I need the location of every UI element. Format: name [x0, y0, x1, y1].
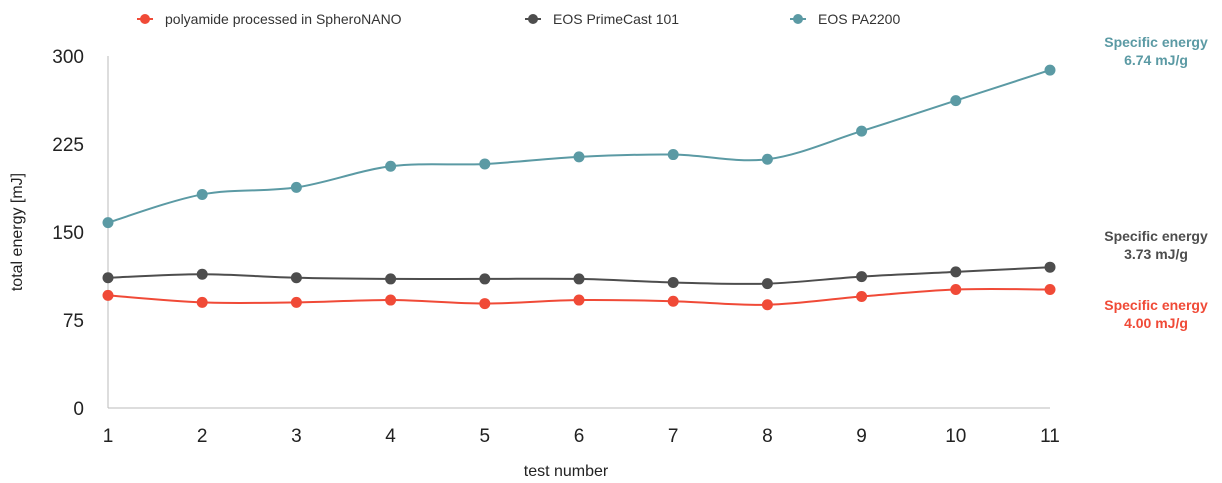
annotation-label: Specific energy — [1104, 228, 1208, 244]
annotation-value: 6.74 mJ/g — [1124, 52, 1188, 68]
data-point — [196, 188, 208, 200]
data-point — [479, 298, 491, 310]
x-axis-title: test number — [524, 463, 609, 480]
data-point — [1044, 261, 1056, 273]
data-point — [950, 266, 962, 278]
specific-energy-annotation: Specific energy 4.00 mJ/g — [1104, 297, 1208, 331]
legend-label: polyamide processed in SpheroNANO — [165, 11, 402, 27]
data-point — [290, 296, 302, 308]
data-point — [950, 95, 962, 107]
data-point — [573, 151, 585, 163]
data-point — [1044, 64, 1056, 76]
data-point — [667, 295, 679, 307]
data-point — [1044, 283, 1056, 295]
legend-item: EOS PrimeCast 101 — [525, 11, 679, 27]
data-point — [290, 272, 302, 284]
annotations: Specific energy 6.74 mJ/g Specific energy 3… — [1104, 34, 1208, 331]
series-eos-pa2200 — [102, 64, 1056, 229]
legend-label: EOS PA2200 — [818, 11, 900, 27]
x-tick-label: 3 — [291, 426, 302, 447]
y-tick-labels: 0 75 150 225 300 — [52, 47, 84, 420]
data-point — [573, 294, 585, 306]
data-point — [479, 158, 491, 170]
data-point — [761, 153, 773, 165]
data-point — [761, 278, 773, 290]
data-point — [667, 149, 679, 161]
annotation-label: Specific energy — [1104, 34, 1208, 50]
x-tick-label: 7 — [668, 426, 679, 447]
x-tick-label: 4 — [385, 426, 396, 447]
x-tick-label: 1 — [103, 426, 114, 447]
x-tick-label: 11 — [1040, 426, 1060, 447]
specific-energy-annotation: Specific energy 6.74 mJ/g — [1104, 34, 1208, 68]
legend-swatch-marker — [528, 14, 538, 24]
series-group — [102, 64, 1056, 311]
x-tick-label: 8 — [762, 426, 773, 447]
y-tick-label: 150 — [52, 223, 84, 244]
x-tick-label: 5 — [480, 426, 491, 447]
series-polyamide-processed-in-spheronano — [102, 283, 1056, 311]
y-tick-label: 0 — [73, 399, 84, 420]
x-tick-label: 2 — [197, 426, 208, 447]
legend-swatch-marker — [140, 14, 150, 24]
data-point — [385, 294, 397, 306]
legend: polyamide processed in SpheroNANO EOS Pri… — [137, 11, 900, 27]
annotation-value: 4.00 mJ/g — [1124, 315, 1188, 331]
legend-item: EOS PA2200 — [790, 11, 900, 27]
x-tick-label: 10 — [945, 426, 966, 447]
series-line — [107, 69, 1051, 224]
data-point — [385, 160, 397, 172]
data-point — [950, 283, 962, 295]
legend-label: EOS PrimeCast 101 — [553, 11, 679, 27]
data-point — [385, 273, 397, 285]
y-tick-label: 75 — [63, 311, 84, 332]
x-tick-labels: 1 2 3 4 5 6 7 8 9 10 11 — [103, 426, 1060, 447]
annotation-value: 3.73 mJ/g — [1124, 246, 1188, 262]
x-tick-label: 9 — [856, 426, 867, 447]
y-axis-title: total energy [mJ] — [9, 173, 26, 291]
axes — [107, 56, 1050, 409]
data-point — [667, 276, 679, 288]
specific-energy-annotation: Specific energy 3.73 mJ/g — [1104, 228, 1208, 262]
data-point — [761, 299, 773, 311]
data-point — [479, 273, 491, 285]
data-point — [102, 289, 114, 301]
data-point — [573, 273, 585, 285]
annotation-label: Specific energy — [1104, 297, 1208, 313]
y-tick-label: 225 — [52, 135, 84, 156]
data-point — [290, 181, 302, 193]
legend-swatch-marker — [793, 14, 803, 24]
y-tick-label: 300 — [52, 47, 84, 68]
data-point — [856, 125, 868, 137]
data-point — [856, 291, 868, 303]
x-tick-label: 6 — [574, 426, 585, 447]
data-point — [856, 271, 868, 283]
series-eos-primecast-101 — [102, 261, 1056, 290]
legend-item: polyamide processed in SpheroNANO — [137, 11, 402, 27]
data-point — [196, 296, 208, 308]
data-point — [102, 217, 114, 229]
data-point — [102, 272, 114, 284]
data-point — [196, 268, 208, 280]
